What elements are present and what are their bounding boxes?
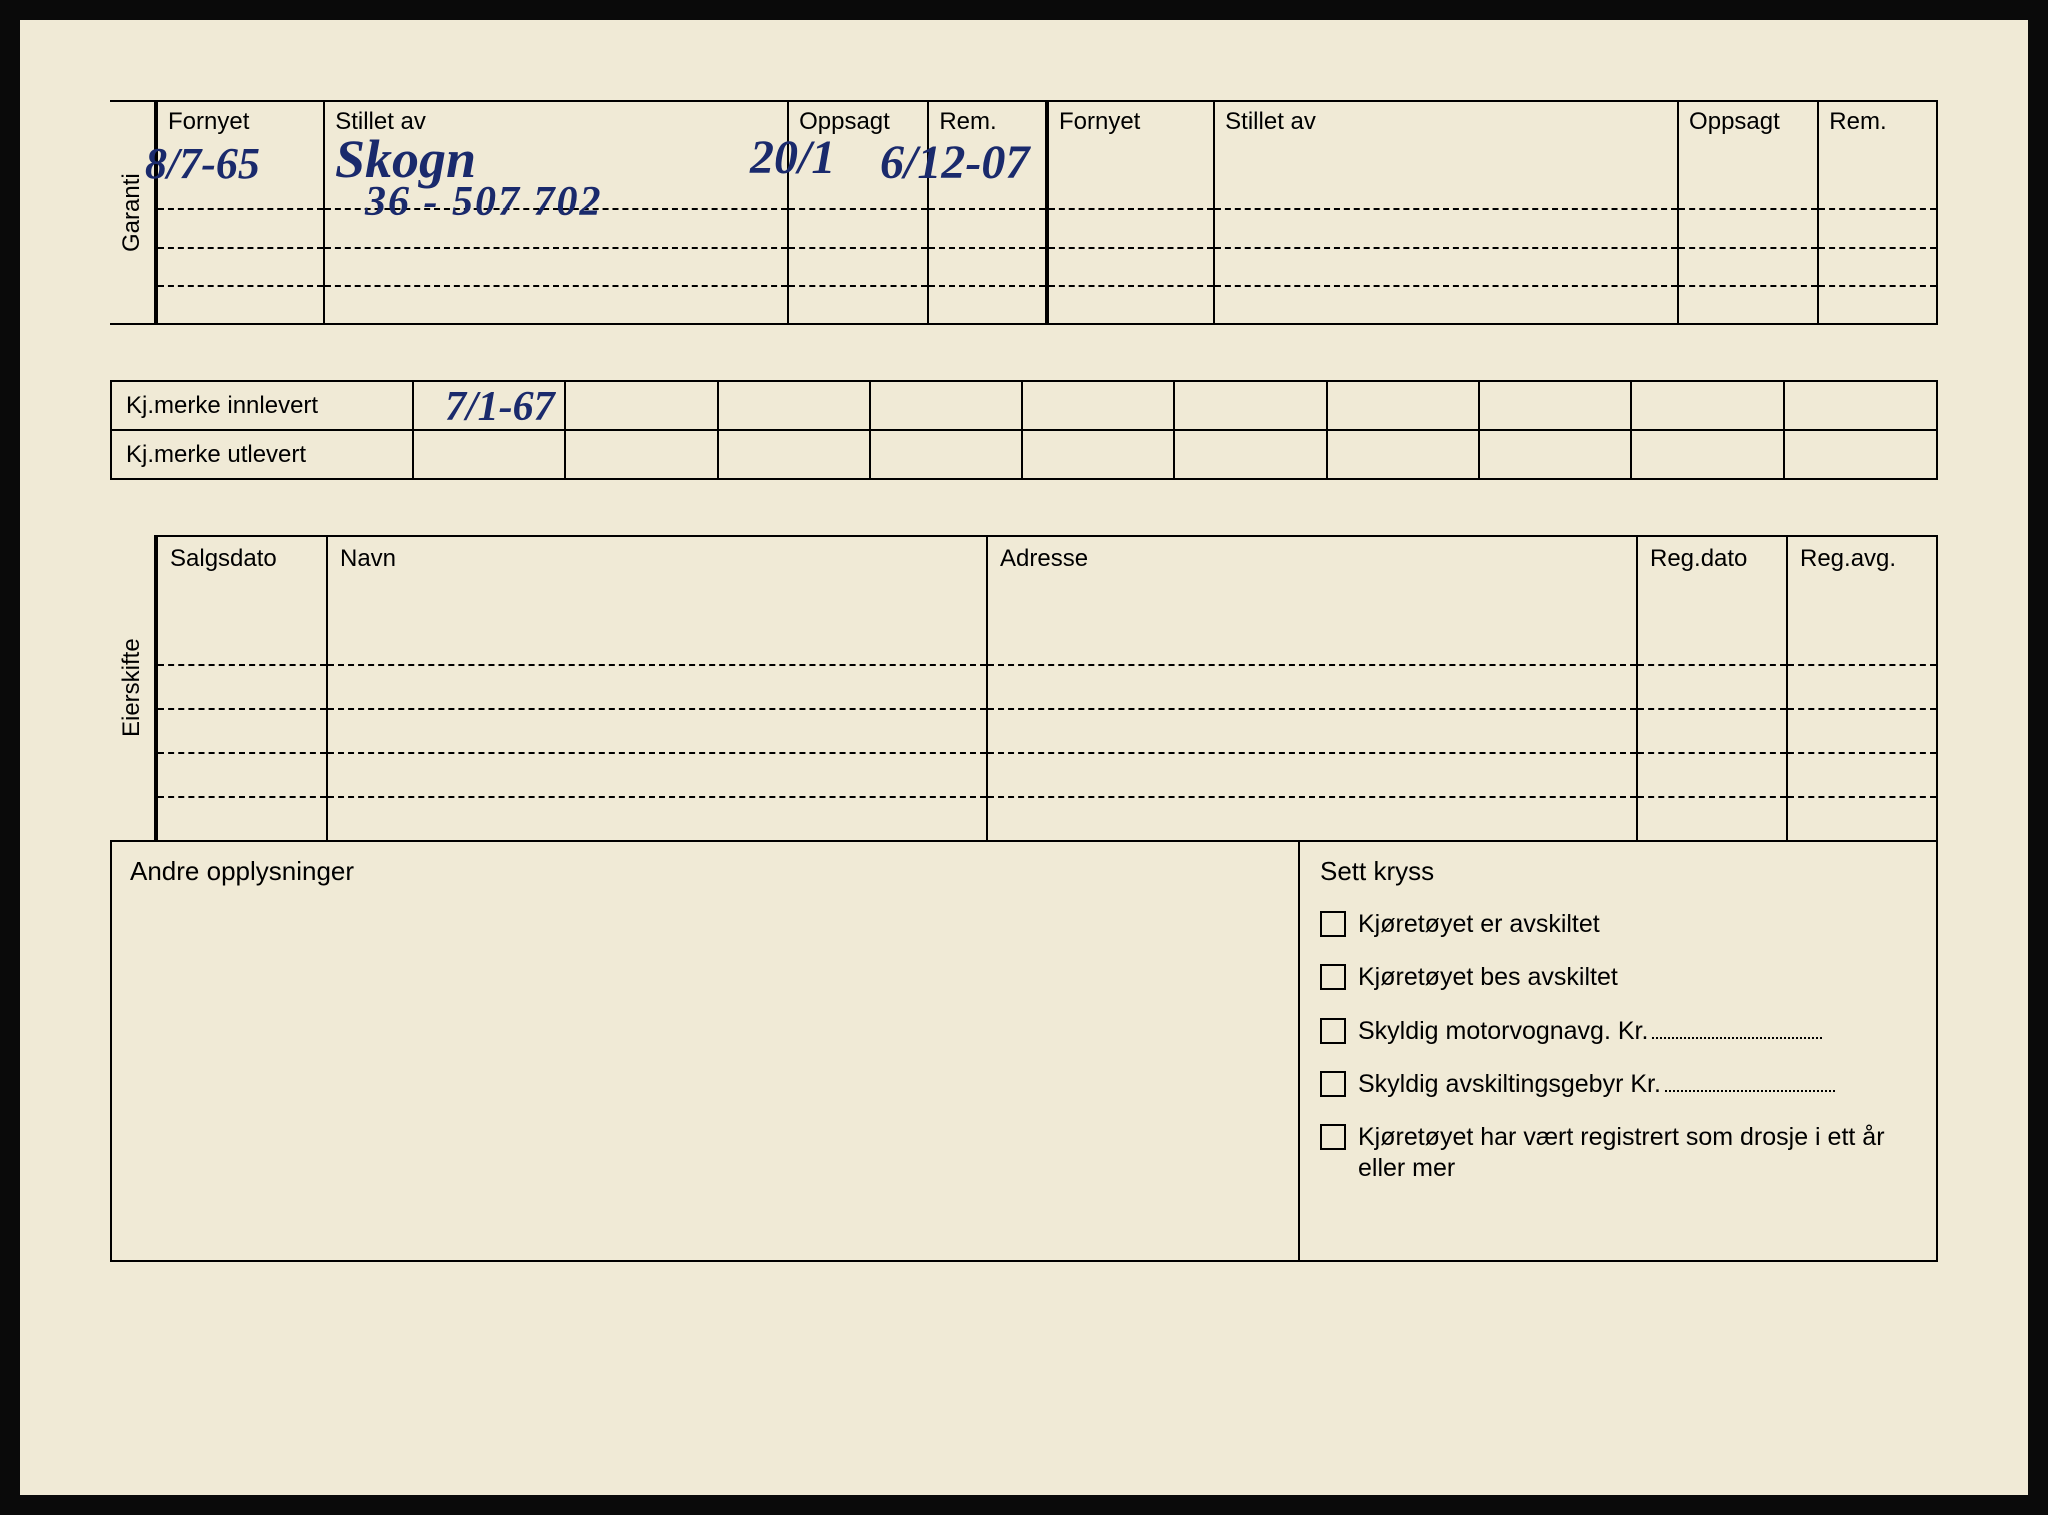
sett-kryss-column: Sett kryss Kjøretøyet er avskiltet Kjøre… <box>1298 842 1938 1262</box>
kjmerke-innlevert-label: Kj.merke innlevert <box>112 382 413 430</box>
header-adresse: Adresse <box>987 536 1637 621</box>
check-row-3: Skyldig motorvognavg. Kr. <box>1320 1016 1916 1047</box>
checkbox-avskiltingsgebyr[interactable] <box>1320 1071 1346 1097</box>
header-regdato: Reg.dato <box>1637 536 1787 621</box>
header-stillet-1: Stillet av <box>324 101 788 171</box>
checkbox-avskiltet[interactable] <box>1320 911 1346 937</box>
check-row-1: Kjøretøyet er avskiltet <box>1320 909 1916 940</box>
kjmerke-section: Kj.merke innlevert Kj.merke utlevert <box>110 380 1938 480</box>
eierskifte-table: Salgsdato Navn Adresse Reg.dato Reg.avg. <box>156 535 1938 842</box>
garanti-vertical-label: Garanti <box>110 100 156 325</box>
kjmerke-utlevert-label: Kj.merke utlevert <box>112 430 413 478</box>
kjmerke-table: Kj.merke innlevert Kj.merke utlevert <box>112 382 1936 478</box>
check-row-2: Kjøretøyet bes avskiltet <box>1320 962 1916 993</box>
header-stillet-2: Stillet av <box>1214 101 1678 171</box>
check-label-1: Kjøretøyet er avskiltet <box>1358 909 1600 940</box>
check-row-5: Kjøretøyet har vært registrert som drosj… <box>1320 1122 1916 1185</box>
header-navn: Navn <box>327 536 987 621</box>
check-label-2: Kjøretøyet bes avskiltet <box>1358 962 1618 993</box>
dotline-kr-2 <box>1665 1090 1835 1092</box>
check-row-4: Skyldig avskiltingsgebyr Kr. <box>1320 1069 1916 1100</box>
check-label-5: Kjøretøyet har vært registrert som drosj… <box>1358 1122 1916 1185</box>
header-rem-1: Rem. <box>928 101 1047 171</box>
eierskifte-section: Eierskifte Salgsdato Navn Adresse Reg.da… <box>110 535 1938 842</box>
header-fornyet-2: Fornyet <box>1047 101 1214 171</box>
sett-kryss-label: Sett kryss <box>1320 856 1916 887</box>
bottom-section: Andre opplysninger Sett kryss Kjøretøyet… <box>110 842 1938 1262</box>
checkbox-drosje[interactable] <box>1320 1124 1346 1150</box>
document-page: Garanti Fornyet Stillet av Oppsagt Rem. … <box>20 20 2028 1495</box>
header-salgsdato: Salgsdato <box>157 536 327 621</box>
check-label-4: Skyldig avskiltingsgebyr Kr. <box>1358 1069 1835 1100</box>
header-oppsagt-2: Oppsagt <box>1678 101 1818 171</box>
andre-opplysninger: Andre opplysninger <box>110 842 1298 1262</box>
eierskifte-vertical-label: Eierskifte <box>110 535 156 842</box>
andre-label: Andre opplysninger <box>130 856 354 886</box>
header-fornyet-1: Fornyet <box>157 101 324 171</box>
header-regavg: Reg.avg. <box>1787 536 1937 621</box>
dotline-kr-1 <box>1652 1037 1822 1039</box>
card-content: Garanti Fornyet Stillet av Oppsagt Rem. … <box>110 100 1938 1435</box>
garanti-table: Fornyet Stillet av Oppsagt Rem. Fornyet … <box>156 100 1938 325</box>
header-oppsagt-1: Oppsagt <box>788 101 928 171</box>
checkbox-bes-avskiltet[interactable] <box>1320 964 1346 990</box>
garanti-section: Garanti Fornyet Stillet av Oppsagt Rem. … <box>110 100 1938 325</box>
header-rem-2: Rem. <box>1818 101 1937 171</box>
checkbox-motorvognavg[interactable] <box>1320 1018 1346 1044</box>
check-label-3: Skyldig motorvognavg. Kr. <box>1358 1016 1822 1047</box>
